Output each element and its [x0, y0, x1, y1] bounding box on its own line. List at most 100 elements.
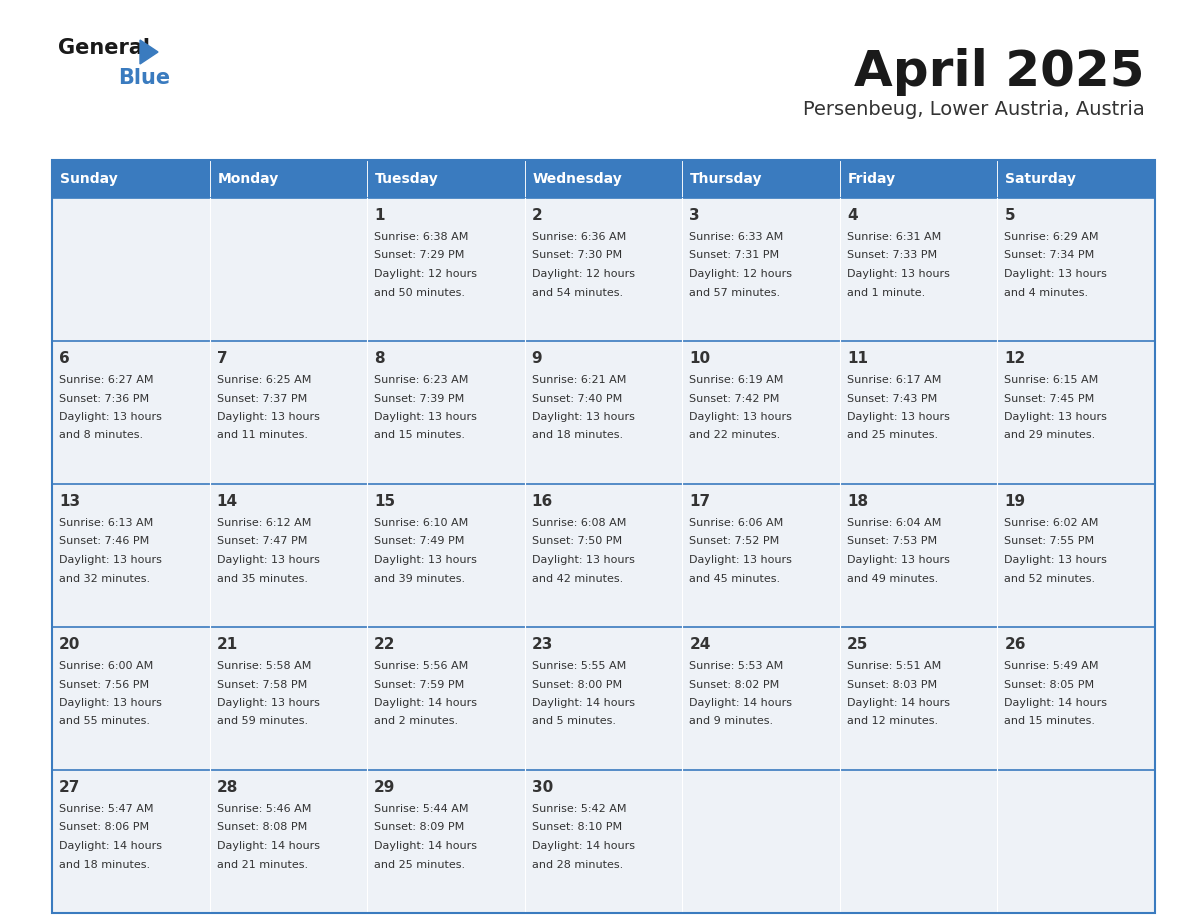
Text: and 21 minutes.: and 21 minutes.	[216, 859, 308, 869]
Text: Sunset: 8:05 PM: Sunset: 8:05 PM	[1004, 679, 1094, 689]
Text: Daylight: 13 hours: Daylight: 13 hours	[374, 412, 478, 422]
Text: Sunrise: 5:47 AM: Sunrise: 5:47 AM	[59, 804, 153, 814]
Bar	[525, 770, 682, 913]
Text: 6: 6	[59, 351, 70, 366]
Text: and 50 minutes.: and 50 minutes.	[374, 287, 466, 297]
Text: and 49 minutes.: and 49 minutes.	[847, 574, 939, 584]
Text: Sunrise: 5:56 AM: Sunrise: 5:56 AM	[374, 661, 468, 671]
Text: 22: 22	[374, 637, 396, 652]
Text: Daylight: 14 hours: Daylight: 14 hours	[59, 841, 162, 851]
Text: Daylight: 13 hours: Daylight: 13 hours	[847, 412, 949, 422]
Text: 11: 11	[847, 351, 868, 366]
Bar	[998, 770, 1155, 913]
Text: and 29 minutes.: and 29 minutes.	[1004, 431, 1095, 441]
Bar	[367, 198, 525, 341]
Text: Daylight: 13 hours: Daylight: 13 hours	[1004, 555, 1107, 565]
Bar	[209, 627, 367, 770]
Text: Sunrise: 5:58 AM: Sunrise: 5:58 AM	[216, 661, 311, 671]
Text: and 59 minutes.: and 59 minutes.	[216, 717, 308, 726]
Text: 17: 17	[689, 494, 710, 509]
Bar	[840, 341, 998, 484]
Text: 12: 12	[1004, 351, 1025, 366]
Text: Sunset: 8:08 PM: Sunset: 8:08 PM	[216, 823, 307, 833]
Text: Daylight: 13 hours: Daylight: 13 hours	[1004, 412, 1107, 422]
Bar	[209, 198, 367, 341]
Polygon shape	[140, 40, 158, 64]
Text: Daylight: 13 hours: Daylight: 13 hours	[59, 698, 162, 708]
Text: Daylight: 13 hours: Daylight: 13 hours	[532, 555, 634, 565]
Text: Sunset: 7:53 PM: Sunset: 7:53 PM	[847, 536, 937, 546]
Text: Sunset: 7:49 PM: Sunset: 7:49 PM	[374, 536, 465, 546]
Text: Daylight: 14 hours: Daylight: 14 hours	[532, 841, 634, 851]
Text: and 4 minutes.: and 4 minutes.	[1004, 287, 1088, 297]
Text: April 2025: April 2025	[854, 48, 1145, 96]
Text: and 9 minutes.: and 9 minutes.	[689, 717, 773, 726]
Text: Daylight: 13 hours: Daylight: 13 hours	[216, 698, 320, 708]
Text: Sunrise: 6:10 AM: Sunrise: 6:10 AM	[374, 518, 468, 528]
Text: 27: 27	[59, 780, 81, 795]
Text: and 52 minutes.: and 52 minutes.	[1004, 574, 1095, 584]
Text: and 11 minutes.: and 11 minutes.	[216, 431, 308, 441]
Text: Sunrise: 6:31 AM: Sunrise: 6:31 AM	[847, 232, 941, 242]
Text: Daylight: 14 hours: Daylight: 14 hours	[216, 841, 320, 851]
Text: 4: 4	[847, 208, 858, 223]
Bar	[209, 484, 367, 627]
Text: Sunset: 7:43 PM: Sunset: 7:43 PM	[847, 394, 937, 404]
Text: Sunset: 7:29 PM: Sunset: 7:29 PM	[374, 251, 465, 261]
Bar	[209, 341, 367, 484]
Bar	[367, 160, 525, 198]
Text: Daylight: 13 hours: Daylight: 13 hours	[532, 412, 634, 422]
Text: Sunset: 8:02 PM: Sunset: 8:02 PM	[689, 679, 779, 689]
Text: 24: 24	[689, 637, 710, 652]
Text: and 32 minutes.: and 32 minutes.	[59, 574, 150, 584]
Text: Sunrise: 6:04 AM: Sunrise: 6:04 AM	[847, 518, 941, 528]
Bar	[367, 627, 525, 770]
Bar	[840, 198, 998, 341]
Text: and 28 minutes.: and 28 minutes.	[532, 859, 623, 869]
Text: Sunrise: 6:02 AM: Sunrise: 6:02 AM	[1004, 518, 1099, 528]
Text: Daylight: 14 hours: Daylight: 14 hours	[532, 698, 634, 708]
Text: Daylight: 13 hours: Daylight: 13 hours	[374, 555, 478, 565]
Text: 1: 1	[374, 208, 385, 223]
Text: Daylight: 13 hours: Daylight: 13 hours	[216, 555, 320, 565]
Text: Sunset: 8:09 PM: Sunset: 8:09 PM	[374, 823, 465, 833]
Text: Daylight: 13 hours: Daylight: 13 hours	[216, 412, 320, 422]
Text: Daylight: 13 hours: Daylight: 13 hours	[59, 555, 162, 565]
Text: Sunrise: 6:17 AM: Sunrise: 6:17 AM	[847, 375, 941, 385]
Text: Sunset: 7:34 PM: Sunset: 7:34 PM	[1004, 251, 1094, 261]
Text: Sunset: 8:00 PM: Sunset: 8:00 PM	[532, 679, 621, 689]
Text: and 25 minutes.: and 25 minutes.	[847, 431, 939, 441]
Text: and 45 minutes.: and 45 minutes.	[689, 574, 781, 584]
Text: 16: 16	[532, 494, 552, 509]
Text: Sunrise: 5:42 AM: Sunrise: 5:42 AM	[532, 804, 626, 814]
Text: Daylight: 13 hours: Daylight: 13 hours	[689, 555, 792, 565]
Bar	[682, 341, 840, 484]
Text: Friday: Friday	[848, 172, 896, 186]
Text: Sunday: Sunday	[61, 172, 118, 186]
Bar	[367, 484, 525, 627]
Text: Sunrise: 6:33 AM: Sunrise: 6:33 AM	[689, 232, 784, 242]
Text: Daylight: 12 hours: Daylight: 12 hours	[532, 269, 634, 279]
Text: Sunset: 8:10 PM: Sunset: 8:10 PM	[532, 823, 621, 833]
Text: 21: 21	[216, 637, 238, 652]
Text: Sunset: 7:58 PM: Sunset: 7:58 PM	[216, 679, 307, 689]
Text: Sunrise: 6:08 AM: Sunrise: 6:08 AM	[532, 518, 626, 528]
Bar	[52, 484, 209, 627]
Text: Daylight: 14 hours: Daylight: 14 hours	[847, 698, 950, 708]
Text: Daylight: 13 hours: Daylight: 13 hours	[689, 412, 792, 422]
Text: Daylight: 13 hours: Daylight: 13 hours	[847, 269, 949, 279]
Text: 19: 19	[1004, 494, 1025, 509]
Text: and 39 minutes.: and 39 minutes.	[374, 574, 466, 584]
Text: and 25 minutes.: and 25 minutes.	[374, 859, 466, 869]
Text: Sunset: 7:42 PM: Sunset: 7:42 PM	[689, 394, 779, 404]
Text: Blue: Blue	[118, 68, 170, 88]
Bar	[682, 198, 840, 341]
Text: Sunset: 7:39 PM: Sunset: 7:39 PM	[374, 394, 465, 404]
Bar	[840, 160, 998, 198]
Text: Tuesday: Tuesday	[375, 172, 438, 186]
Text: and 12 minutes.: and 12 minutes.	[847, 717, 939, 726]
Text: Sunrise: 5:55 AM: Sunrise: 5:55 AM	[532, 661, 626, 671]
Text: Daylight: 13 hours: Daylight: 13 hours	[59, 412, 162, 422]
Text: 7: 7	[216, 351, 227, 366]
Text: 29: 29	[374, 780, 396, 795]
